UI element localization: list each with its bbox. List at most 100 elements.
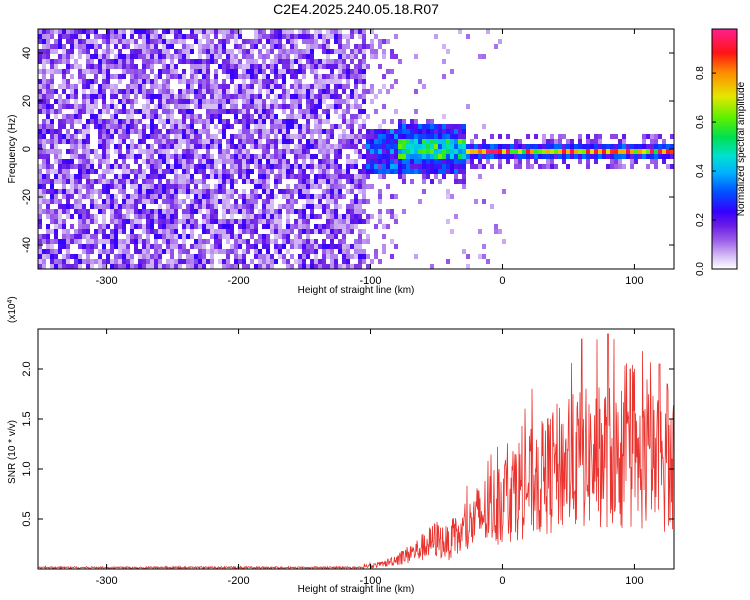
spectrogram-cell [118,134,122,139]
spectrogram-cell [566,154,570,159]
spectrogram-cell [358,199,362,204]
spectrogram-cell [286,124,290,129]
spectrogram-cell [122,194,126,199]
spectrogram-cell [134,244,138,249]
spectrogram-cell [182,219,186,224]
spectrogram-cell [234,159,238,164]
spectrogram-cell [398,59,402,64]
spectrogram-cell [262,64,266,69]
spectrogram-cell [50,229,54,234]
spectrogram-cell [398,149,402,154]
spectrogram-cell [346,144,350,149]
spectrogram-cell [610,134,614,139]
spectrogram-cell [134,184,138,189]
spectrogram-cell [86,254,90,259]
spectrogram-cell [346,189,350,194]
spectrogram-cell [150,229,154,234]
spectrogram-cell [78,44,82,49]
spectrogram-cell [426,164,430,169]
spectrogram-cell [66,244,70,249]
spectrogram-cell [362,199,366,204]
spectrogram-cell [142,184,146,189]
spectrogram-cell [38,174,42,179]
spectrogram-cell [90,199,94,204]
spectrogram-cell [278,84,282,89]
spectrogram-cell [66,189,70,194]
spectrogram-cell [106,204,110,209]
spectrogram-cell [234,199,238,204]
spectrogram-cell [142,239,146,244]
spectrogram-cell [78,104,82,109]
spectrogram-cell [358,264,362,269]
spectrogram-cell [666,144,670,149]
spectrogram-cell [174,94,178,99]
spectrogram-cell [70,174,74,179]
spectrogram-cell [58,134,62,139]
x-tick-label: 0 [499,275,505,287]
spectrogram-cell [562,149,566,154]
spectrogram-cell [126,199,130,204]
spectrogram-cell [230,29,234,34]
spectrogram-cell [102,184,106,189]
spectrogram-cell [262,29,266,34]
spectrogram-cell [58,239,62,244]
spectrogram-cell [66,34,70,39]
spectrogram-cell [118,224,122,229]
spectrogram-cell [450,139,454,144]
spectrogram-cell [286,169,290,174]
spectrogram-cell [282,244,286,249]
spectrogram-cell [202,49,206,54]
spectrogram-cell [98,119,102,124]
spectrogram-cell [358,69,362,74]
spectrogram-cell [242,164,246,169]
spectrogram-cell [266,129,270,134]
spectrogram-cell [354,159,358,164]
spectrogram-cell [74,104,78,109]
spectrogram-cell [58,224,62,229]
spectrogram-cell [154,169,158,174]
spectrogram-cell [310,184,314,189]
spectrogram-cell [98,179,102,184]
spectrogram-cell [194,99,198,104]
spectrogram-cell [66,194,70,199]
spectrogram-cell [646,164,650,169]
spectrogram-cell [202,229,206,234]
spectrogram-cell [42,129,46,134]
spectrogram-cell [74,229,78,234]
spectrogram-cell [298,64,302,69]
spectrogram-cell [366,264,370,269]
x-tick-label: -100 [359,575,381,587]
spectrogram-cell [346,139,350,144]
spectrogram-cell [618,139,622,144]
spectrogram-cell [338,264,342,269]
spectrogram-cell [334,49,338,54]
spectrogram-cell [286,159,290,164]
spectrogram-cell [158,69,162,74]
spectrogram-cell [254,179,258,184]
spectrogram-cell [278,149,282,154]
spectrogram-cell [138,54,142,59]
spectrogram-cell [38,249,42,254]
spectrogram-cell [130,84,134,89]
spectrogram-cell [302,94,306,99]
spectrogram-cell [222,99,226,104]
spectrogram-cell [346,259,350,264]
spectrogram-cell [198,99,202,104]
spectrogram-cell [346,124,350,129]
spectrogram-cell [250,154,254,159]
spectrogram-cell [334,224,338,229]
spectrogram-cell [270,209,274,214]
spectrogram-cell [258,179,262,184]
spectrogram-cell [94,29,98,34]
spectrogram-cell [86,149,90,154]
spectrogram-cell [258,129,262,134]
spectrogram-cell [274,54,278,59]
spectrogram-cell [334,264,338,269]
spectrogram-cell [446,169,450,174]
spectrogram-cell [226,249,230,254]
spectrogram-cell [150,89,154,94]
spectrogram-cell [102,64,106,69]
spectrogram-cell [82,234,86,239]
spectrogram-cell [114,204,118,209]
spectrogram-cell [198,139,202,144]
